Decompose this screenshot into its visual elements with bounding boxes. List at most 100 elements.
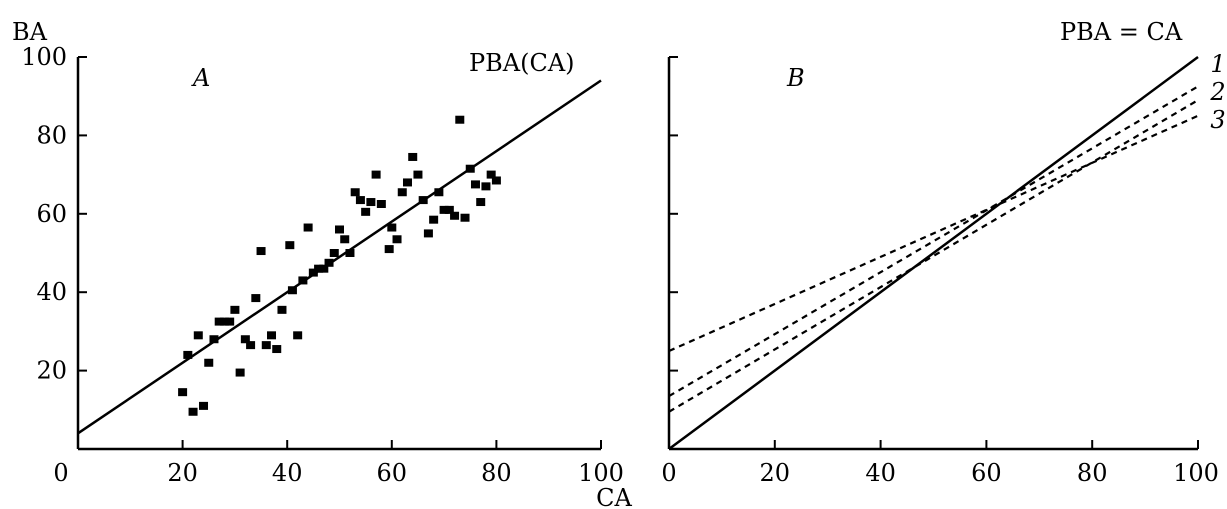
scatter-point <box>178 388 188 397</box>
scatter-point <box>298 276 308 285</box>
scatter-point <box>251 294 261 303</box>
scatter-point <box>285 241 295 250</box>
series-line-2 <box>668 99 1199 413</box>
scatter-point <box>397 188 407 197</box>
panel-a-x-ticks: 0 20 40 60 80 100 <box>53 440 624 487</box>
scatter-point <box>350 188 360 197</box>
panel-b-x-tick-label: 80 <box>1077 459 1108 487</box>
scatter-point <box>444 205 454 214</box>
scatter-point <box>434 188 444 197</box>
panel-a-y-tick-label: 100 <box>21 43 67 71</box>
scatter-point <box>293 331 303 340</box>
panel-a-y-tick-label: 40 <box>36 278 67 306</box>
panel-a-x-tick-label: 20 <box>167 459 198 487</box>
x-axis-title: CA <box>596 484 632 509</box>
scatter-point <box>481 182 491 191</box>
scatter-point <box>314 264 324 273</box>
scatter-point <box>340 235 350 244</box>
scatter-point <box>460 213 470 222</box>
panel-a-y-tick-label: 60 <box>36 200 67 228</box>
series-label-2: 2 <box>1209 78 1225 106</box>
scatter-point <box>413 170 423 179</box>
scatter-point <box>366 198 376 207</box>
panel-a-x-tick-label: 40 <box>272 459 303 487</box>
scatter-point <box>387 223 397 232</box>
scatter-point <box>429 215 439 224</box>
scatter-point <box>465 164 475 173</box>
scatter-point <box>204 358 214 367</box>
scatter-point <box>324 258 334 267</box>
scatter-point <box>235 368 245 377</box>
scatter-point <box>476 198 486 207</box>
panel-b-x-ticks: 0 20 40 60 80 100 <box>661 440 1219 487</box>
scatter-point <box>439 205 449 214</box>
scatter-point <box>335 225 344 234</box>
scatter-point <box>384 245 394 254</box>
panel-b-x-tick-label: 40 <box>865 459 896 487</box>
scatter-point <box>418 196 428 205</box>
panel-b-x-tick-label: 0 <box>661 459 676 487</box>
panel-a-y-ticks: 20 40 60 80 100 <box>21 43 87 385</box>
scatter-point <box>303 223 313 232</box>
scatter-point <box>392 235 402 244</box>
panel-b: 0 20 40 60 80 100 123 B PBA = CA <box>661 18 1225 487</box>
scatter-point <box>470 180 480 189</box>
panel-a-x-tick-label: 100 <box>578 459 624 487</box>
panel-b-label: B <box>786 64 805 92</box>
panel-b-identity-line <box>668 55 1199 451</box>
panel-a-y-tick-label: 80 <box>36 121 67 149</box>
scatter-point <box>319 264 329 273</box>
panel-b-line-label: PBA = CA <box>1060 18 1183 46</box>
panel-a-line-label: PBA(CA) <box>469 49 575 77</box>
scatter-point <box>261 341 271 350</box>
series-label-1: 1 <box>1210 50 1225 78</box>
series-line-1 <box>668 85 1199 398</box>
scatter-point <box>371 170 381 179</box>
scatter-point <box>209 335 219 344</box>
scatter-point <box>240 335 250 344</box>
panel-a-x-tick-label: 60 <box>377 459 408 487</box>
panel-b-y-ticks <box>669 56 678 372</box>
panel-a-regression-line <box>77 79 602 435</box>
panel-a-label: A <box>191 64 210 92</box>
scatter-point <box>230 305 240 314</box>
scatter-point <box>193 331 203 340</box>
panel-a-x-tick-label: 80 <box>481 459 512 487</box>
scatter-point <box>402 178 412 187</box>
panel-b-x-tick-label: 20 <box>760 459 791 487</box>
scatter-point <box>256 247 266 256</box>
scatter-point <box>455 115 465 124</box>
scatter-point <box>183 350 193 359</box>
panel-a: 0 20 40 60 80 100 20 40 60 80 100 BA A PBA(CA) <box>12 18 624 487</box>
panel-b-x-tick-label: 60 <box>971 459 1002 487</box>
panel-a-y-tick-label: 20 <box>36 357 67 385</box>
scatter-point <box>329 249 339 257</box>
scatter-point <box>272 345 282 354</box>
panel-b-series-lines: 123 <box>668 50 1226 413</box>
scatter-point <box>361 207 371 216</box>
scatter-point <box>199 401 209 410</box>
scatter-point <box>246 341 256 350</box>
panel-a-x-tick-label: 0 <box>53 459 68 487</box>
series-line-3 <box>668 114 1199 353</box>
panel-a-data-points <box>178 115 501 416</box>
scatter-point <box>267 331 277 340</box>
scatter-point <box>355 196 365 205</box>
scatter-point <box>287 286 297 295</box>
scatter-point <box>376 200 386 208</box>
scatter-point <box>491 176 501 185</box>
scatter-point <box>408 152 418 161</box>
series-label-3: 3 <box>1210 106 1225 134</box>
scatter-point <box>486 170 496 179</box>
scatter-point <box>308 268 318 277</box>
panel-b-x-tick-label: 100 <box>1173 459 1219 487</box>
scatter-point <box>450 211 460 220</box>
scatter-point <box>345 249 355 257</box>
scatter-point <box>188 407 198 416</box>
scatter-point <box>214 317 224 326</box>
scatter-point <box>423 229 433 238</box>
scatter-point <box>225 317 235 326</box>
scatter-point <box>219 317 229 326</box>
y-axis-title: BA <box>12 18 48 46</box>
